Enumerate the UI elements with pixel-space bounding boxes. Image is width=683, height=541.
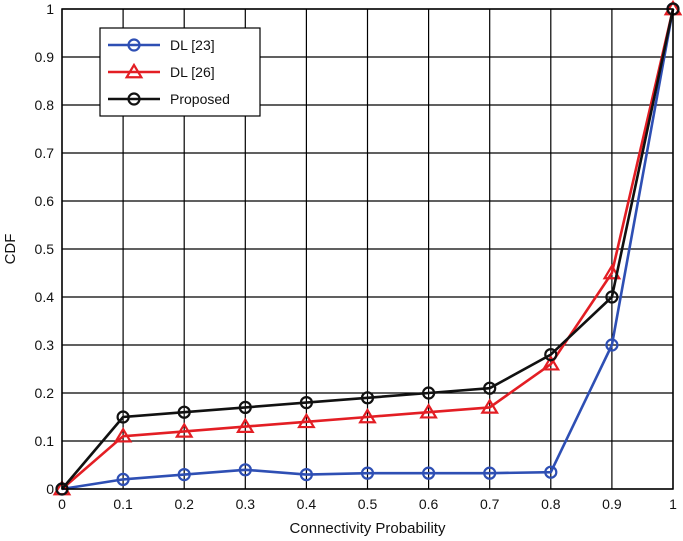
data-point-marker — [177, 468, 191, 482]
legend-label: Proposed — [170, 91, 230, 107]
y-tick-label: 0.6 — [35, 193, 55, 209]
y-tick-label: 0.2 — [35, 385, 55, 401]
data-series — [52, 0, 683, 496]
x-tick-label: 0.9 — [602, 496, 622, 512]
y-tick-label: 1 — [46, 1, 54, 17]
y-tick-label: 0.1 — [35, 433, 55, 449]
legend-swatch-marker — [127, 38, 141, 52]
data-point-marker — [602, 263, 622, 280]
data-point-marker — [177, 405, 191, 419]
data-point-marker — [236, 417, 255, 433]
x-tick-label: 0.1 — [113, 496, 133, 512]
x-tick-label: 0.3 — [236, 496, 256, 512]
legend-item: DL [23] — [108, 37, 215, 53]
data-point-marker — [299, 468, 313, 482]
x-tick-label: 0 — [58, 496, 66, 512]
legend-item: Proposed — [108, 91, 230, 107]
data-point-marker — [483, 466, 497, 480]
data-point-marker — [360, 391, 375, 405]
data-point-marker — [358, 407, 377, 424]
data-point-marker — [116, 472, 130, 486]
y-axis-label: CDF — [2, 234, 19, 265]
legend-swatch-marker — [127, 92, 141, 106]
data-point-marker — [116, 410, 130, 424]
data-point-marker — [297, 412, 316, 429]
x-tick-label: 0.4 — [297, 496, 317, 512]
y-tick-label: 0.5 — [35, 241, 55, 257]
data-point-marker — [544, 348, 558, 362]
data-point-marker — [605, 338, 619, 352]
plot-frame — [61, 8, 674, 490]
legend-item: DL [26] — [108, 62, 215, 80]
y-tick-label: 0.7 — [35, 145, 55, 161]
x-tick-label: 0.5 — [358, 496, 378, 512]
data-point-marker — [422, 466, 436, 480]
y-tick-label: 0.8 — [35, 97, 55, 113]
data-point-marker — [544, 465, 558, 479]
data-point-marker — [299, 396, 313, 410]
legend-swatch-marker — [124, 62, 144, 79]
x-tick-label: 0.7 — [480, 496, 500, 512]
y-tick-label: 0.4 — [35, 289, 55, 305]
data-point-marker — [238, 463, 252, 477]
data-point-marker — [483, 381, 497, 395]
data-point-marker — [422, 386, 436, 400]
legend-label: DL [23] — [170, 37, 215, 53]
x-tick-label: 1 — [669, 496, 677, 512]
data-point-marker — [605, 290, 619, 304]
data-point-marker — [541, 355, 561, 371]
data-point-marker — [174, 422, 194, 438]
legend: DL [23] DL [26] Proposed — [99, 27, 261, 117]
x-tick-label: 0.2 — [174, 496, 194, 512]
data-point-marker — [419, 403, 438, 419]
y-tick-label: 0.9 — [35, 49, 55, 65]
data-point-marker — [360, 466, 375, 480]
axis-ticks: 0 0.1 0.2 0.3 0.4 0.5 0.6 0.7 0.8 0.9 1 0 0.1 0.2 0.3 0… — [35, 1, 678, 512]
data-point-marker — [238, 400, 252, 414]
series-line — [61, 8, 675, 490]
series-line — [61, 8, 675, 491]
y-tick-label: 0 — [46, 481, 54, 497]
data-point-marker — [480, 398, 499, 414]
data-point-marker — [113, 427, 133, 443]
x-tick-label: 0.6 — [419, 496, 439, 512]
y-tick-label: 0.3 — [35, 337, 55, 353]
legend-label: DL [26] — [170, 64, 215, 80]
series-proposed — [55, 2, 680, 496]
x-axis-label: Connectivity Probability — [290, 520, 446, 537]
x-tick-label: 0.8 — [541, 496, 561, 512]
